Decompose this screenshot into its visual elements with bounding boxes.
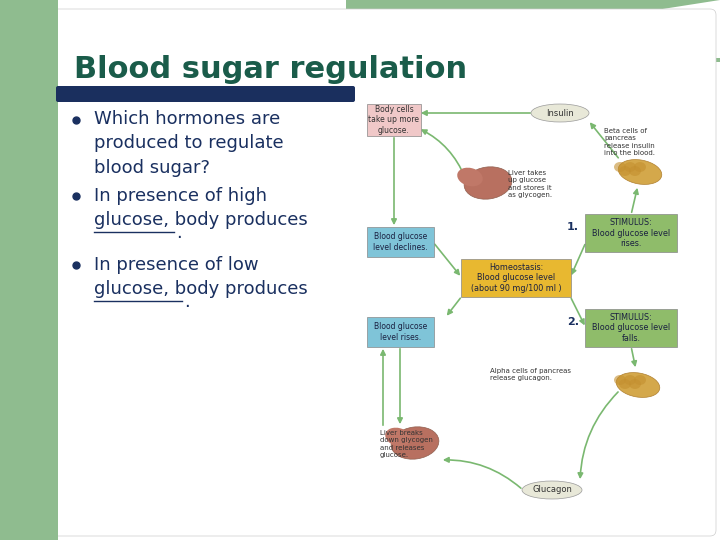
Text: STIMULUS:
Blood glucose level
rises.: STIMULUS: Blood glucose level rises. [592,218,670,248]
Text: Insulin: Insulin [546,109,574,118]
Text: Liver breaks
down glycogen
and releases
glucose.: Liver breaks down glycogen and releases … [380,430,433,458]
FancyBboxPatch shape [367,227,434,257]
Text: In presence of high
glucose, body produces: In presence of high glucose, body produc… [94,187,307,230]
Ellipse shape [629,166,641,176]
Ellipse shape [618,160,662,185]
Text: Homeostasis:
Blood glucose level
(about 90 mg/100 ml ): Homeostasis: Blood glucose level (about … [471,263,562,293]
FancyBboxPatch shape [346,0,720,62]
Text: Blood sugar regulation: Blood sugar regulation [74,56,467,84]
Text: 1.: 1. [567,222,579,232]
Text: In presence of low
glucose, body produces: In presence of low glucose, body produce… [94,256,307,298]
Ellipse shape [531,104,589,122]
FancyBboxPatch shape [367,317,434,347]
Ellipse shape [634,375,646,385]
FancyBboxPatch shape [461,259,571,297]
Text: STIMULUS:
Blood glucose level
falls.: STIMULUS: Blood glucose level falls. [592,313,670,343]
FancyBboxPatch shape [585,214,677,252]
Text: Liver takes
up glucose
and stores it
as glycogen.: Liver takes up glucose and stores it as … [508,170,552,198]
Text: .: . [184,293,190,311]
Text: 2.: 2. [567,317,579,327]
Ellipse shape [619,166,631,176]
Ellipse shape [616,373,660,397]
Ellipse shape [624,162,636,172]
Ellipse shape [614,375,626,385]
Polygon shape [350,0,720,58]
Text: .: . [176,224,181,242]
Text: Glucagon: Glucagon [532,485,572,495]
Text: Blood glucose
level rises.: Blood glucose level rises. [374,322,427,342]
FancyBboxPatch shape [585,309,677,347]
Ellipse shape [614,162,626,172]
FancyBboxPatch shape [49,9,716,536]
Ellipse shape [522,481,582,499]
Text: Body cells
take up more
glucose.: Body cells take up more glucose. [369,105,420,135]
Ellipse shape [391,427,439,459]
FancyBboxPatch shape [56,86,355,102]
Ellipse shape [464,167,512,199]
Ellipse shape [624,375,636,385]
Text: Which hormones are
produced to regulate
blood sugar?: Which hormones are produced to regulate … [94,110,284,177]
Text: Beta cells of
pancreas
release insulin
into the blood.: Beta cells of pancreas release insulin i… [604,128,655,156]
Ellipse shape [385,428,411,447]
Text: Alpha cells of pancreas
release glucagon.: Alpha cells of pancreas release glucagon… [490,368,571,381]
Polygon shape [0,0,58,540]
Ellipse shape [634,162,646,172]
Text: Blood glucose
level declines.: Blood glucose level declines. [373,232,428,252]
Ellipse shape [457,168,483,186]
Ellipse shape [619,379,631,389]
FancyBboxPatch shape [367,104,421,136]
Ellipse shape [629,379,641,389]
